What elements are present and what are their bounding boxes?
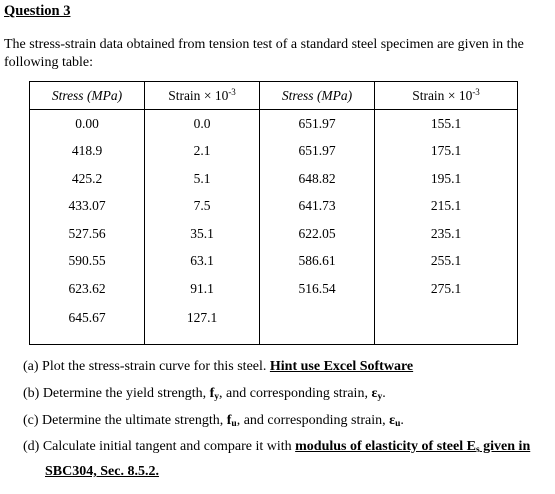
strain-cell: 91.1 (144, 275, 260, 303)
header-strain-1: Strain × 10-3 (144, 81, 260, 110)
task-d-pre: (d) Calculate initial tangent and compar… (23, 439, 296, 454)
stress-cell: 418.9 (29, 137, 145, 165)
task-b-epsilon: ε (371, 386, 378, 401)
stress-cell: 527.56 (29, 220, 145, 248)
table-header-row: Stress (MPa) Strain × 10-3 Stress (MPa) … (29, 81, 518, 110)
strain-cell (374, 302, 518, 345)
strain-base: 10 (458, 87, 473, 103)
task-b-symbol: f (209, 386, 215, 401)
strain-exponent: -3 (472, 86, 480, 97)
header-stress-2: Stress (MPa) (259, 81, 375, 110)
intro-paragraph: The stress-strain data obtained from ten… (4, 37, 524, 70)
stress-cell: 645.67 (29, 302, 145, 345)
strain-label: Strain (412, 87, 445, 103)
strain-cell: 2.1 (144, 137, 260, 165)
task-b-symbol-sub: y (214, 392, 220, 402)
task-b-epsilon-sub: y (377, 392, 383, 402)
stress-cell: 651.97 (259, 137, 375, 165)
table-row: 418.9 2.1 651.97 175.1 (29, 137, 518, 165)
task-a-hint: Hint use Excel Software (269, 359, 414, 374)
task-c-end: . (400, 413, 404, 428)
task-a: (a) Plot the stress-strain curve for thi… (23, 359, 413, 375)
header-stress-1: Stress (MPa) (29, 81, 145, 110)
stress-cell (259, 302, 375, 345)
strain-cell: 215.1 (374, 192, 518, 220)
task-d-reference: modulus of elasticity of steel Es given … (295, 439, 531, 455)
stress-cell: 648.82 (259, 165, 375, 193)
task-b-mid: , and corresponding strain, (219, 386, 372, 401)
strain-cell: 255.1 (374, 247, 518, 275)
task-b-pre: (b) Determine the yield strength, (23, 386, 210, 401)
task-c-symbol-sub: u (231, 419, 237, 429)
stress-cell: 651.97 (259, 109, 375, 138)
stress-cell: 622.05 (259, 220, 375, 248)
stress-cell: 623.62 (29, 275, 145, 303)
stress-cell: 516.54 (259, 275, 375, 303)
task-d-line2: SBC304, Sec. 8.5.2. (45, 464, 159, 480)
question-title: Question 3 (4, 3, 71, 19)
strain-cell: 0.0 (144, 109, 260, 138)
task-c-epsilon: ε (389, 413, 396, 428)
strain-cell: 127.1 (144, 302, 260, 345)
table-row: 527.56 35.1 622.05 235.1 (29, 220, 518, 248)
strain-exponent: -3 (228, 86, 236, 97)
task-d-link: modulus of elasticity of steel E (295, 439, 476, 454)
task-d-link-end: given in (479, 439, 531, 454)
stress-cell: 425.2 (29, 165, 145, 193)
task-b: (b) Determine the yield strength, fy, an… (23, 386, 386, 402)
strain-cell: 63.1 (144, 247, 260, 275)
strain-cell: 175.1 (374, 137, 518, 165)
table-row: 433.07 7.5 641.73 215.1 (29, 192, 518, 220)
strain-cell: 35.1 (144, 220, 260, 248)
stress-strain-table: Stress (MPa) Strain × 10-3 Stress (MPa) … (29, 81, 518, 345)
task-c-mid: , and corresponding strain, (236, 413, 390, 428)
strain-cell: 195.1 (374, 165, 518, 193)
strain-cell: 5.1 (144, 165, 260, 193)
task-c: (c) Determine the ultimate strength, fu,… (23, 413, 404, 429)
strain-cell: 275.1 (374, 275, 518, 303)
table-body: 0.00 0.0 651.97 155.1 418.9 2.1 651.97 175.1 425… (29, 109, 518, 345)
stress-cell: 590.55 (29, 247, 145, 275)
strain-cell: 7.5 (144, 192, 260, 220)
strain-label: Strain (168, 87, 201, 103)
task-a-text: (a) Plot the stress-strain curve for thi… (23, 359, 270, 374)
header-strain-2: Strain × 10-3 (374, 81, 518, 110)
strain-cell: 235.1 (374, 220, 518, 248)
stress-cell: 586.61 (259, 247, 375, 275)
table-row: 645.67 127.1 (29, 302, 518, 345)
table-row: 0.00 0.0 651.97 155.1 (29, 109, 518, 138)
strain-base: 10 (214, 87, 229, 103)
stress-cell: 0.00 (29, 109, 145, 138)
times-sign: × (447, 87, 456, 103)
task-d: (d) Calculate initial tangent and compar… (23, 439, 530, 455)
stress-cell: 641.73 (259, 192, 375, 220)
strain-cell: 155.1 (374, 109, 518, 138)
stress-cell: 433.07 (29, 192, 145, 220)
task-d-link-sub: s (475, 445, 480, 455)
task-b-end: . (382, 386, 386, 401)
times-sign: × (203, 87, 212, 103)
table-row: 623.62 91.1 516.54 275.1 (29, 275, 518, 303)
task-c-pre: (c) Determine the ultimate strength, (23, 413, 227, 428)
task-d-code-reference: SBC304, Sec. 8.5.2. (45, 464, 159, 479)
task-c-symbol: f (226, 413, 232, 428)
task-c-epsilon-sub: u (395, 419, 401, 429)
table-row: 425.2 5.1 648.82 195.1 (29, 165, 518, 193)
table-row: 590.55 63.1 586.61 255.1 (29, 247, 518, 275)
